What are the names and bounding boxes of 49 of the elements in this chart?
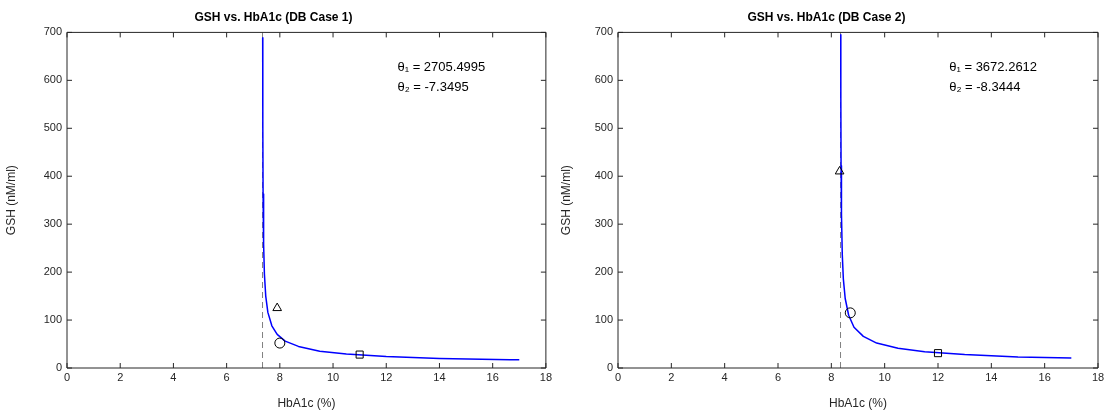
x-tick-label: 4 <box>170 370 177 383</box>
y-tick-label: 100 <box>594 313 613 326</box>
x-tick-label: 16 <box>486 370 499 383</box>
annotation: θ₂ = -7.3495 <box>397 79 469 95</box>
x-tick-label: 2 <box>668 370 675 383</box>
x-tick-label: 12 <box>380 370 393 383</box>
x-tick-label: 6 <box>774 370 782 383</box>
chart-title: GSH vs. HbA1c (DB Case 1) <box>194 9 353 24</box>
y-tick-label: 700 <box>594 25 613 38</box>
y-tick-label: 200 <box>594 265 613 278</box>
y-tick-label: 300 <box>594 217 613 230</box>
x-tick-label: 16 <box>1038 370 1051 383</box>
y-axis-title: GSH (nM/ml) <box>558 165 573 236</box>
x-axis-title: HbA1c (%) <box>828 396 888 411</box>
y-tick-label: 400 <box>43 169 62 182</box>
x-tick-label: 6 <box>223 370 230 383</box>
annotation: θ₁ = 2705.4995 <box>397 59 486 75</box>
y-tick-label: 700 <box>43 25 62 38</box>
x-axis-title: HbA1c (%) <box>277 396 336 411</box>
y-axis-title: GSH (nM/ml) <box>3 165 18 236</box>
x-tick-label: 8 <box>276 370 283 383</box>
x-tick-label: 0 <box>614 370 622 383</box>
x-tick-label: 14 <box>433 370 446 383</box>
y-tick-label: 500 <box>594 121 613 134</box>
y-tick-label: 600 <box>43 73 62 86</box>
y-tick-label: 600 <box>594 73 613 86</box>
x-tick-label: 4 <box>721 370 728 383</box>
chart-title: GSH vs. HbA1c (DB Case 2) <box>747 9 906 24</box>
y-tick-label: 500 <box>43 121 62 134</box>
x-tick-label: 0 <box>63 370 71 383</box>
y-tick-label: 300 <box>43 217 62 230</box>
y-tick-label: 400 <box>594 169 613 182</box>
y-tick-label: 0 <box>606 361 613 374</box>
point <box>844 307 856 319</box>
x-tick-label: 10 <box>326 370 340 383</box>
annotation: θ₁ = 3672.2612 <box>949 59 1038 75</box>
x-tick-label: 18 <box>1091 370 1105 383</box>
x-tick-label: 2 <box>117 370 124 383</box>
x-tick-label: 18 <box>539 370 553 383</box>
y-tick-label: 100 <box>43 313 62 326</box>
point <box>933 349 943 358</box>
x-tick-label: 12 <box>931 370 945 383</box>
point <box>834 165 845 175</box>
annotation: θ₂ = -8.3444 <box>949 79 1021 95</box>
x-tick-label: 14 <box>985 370 998 383</box>
x-tick-label: 8 <box>828 370 835 383</box>
y-tick-label: 200 <box>43 265 62 278</box>
x-tick-label: 10 <box>878 370 891 383</box>
y-tick-label: 0 <box>55 361 62 374</box>
